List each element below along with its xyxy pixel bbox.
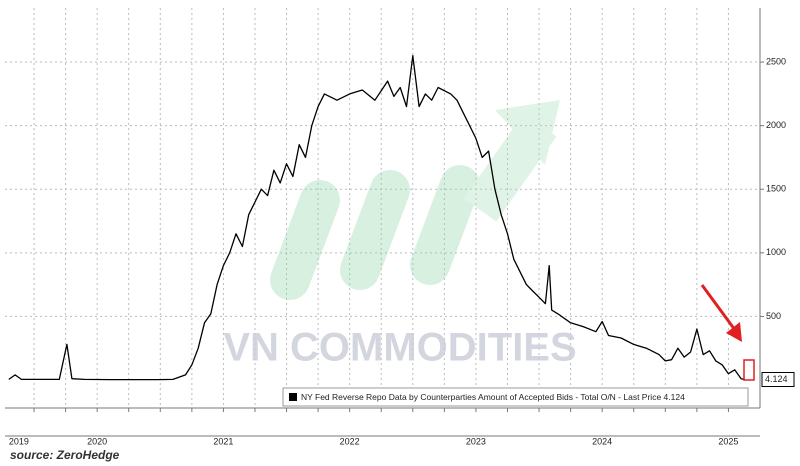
x-tick-label: 2024: [592, 436, 612, 446]
plot: [8, 55, 745, 381]
annotation-arrow: [700, 284, 737, 331]
x-tick-label: 2021: [213, 436, 233, 446]
grid: [5, 8, 760, 408]
x-tick-label: 2025: [718, 436, 738, 446]
highlight-box: [743, 359, 755, 381]
y-tick-label: 500: [766, 311, 781, 321]
legend: [282, 387, 749, 407]
x-tick-label: 2019: [9, 436, 29, 446]
watermark: VN COMMODITIES: [223, 326, 576, 370]
legend-swatch: [289, 393, 297, 401]
x-tick-label: 2020: [87, 436, 107, 446]
last-price-box: [761, 371, 795, 387]
y-tick-label: 2000: [766, 120, 786, 130]
y-tick-label: 1500: [766, 184, 786, 194]
source: source: ZeroHedge: [10, 448, 120, 462]
annotation-arrowhead: [726, 322, 742, 342]
x-tick-label: 2023: [466, 436, 486, 446]
x-tick-label: 2022: [340, 436, 360, 446]
last-price-label: 4.124: [765, 374, 788, 384]
series-line: [8, 55, 745, 381]
y-tick-label: 2500: [766, 56, 786, 66]
y-tick-label: 1000: [766, 247, 786, 257]
legend-label: NY Fed Reverse Repo Data by Counterparti…: [301, 392, 685, 402]
watermark-arrow: [270, 100, 560, 300]
